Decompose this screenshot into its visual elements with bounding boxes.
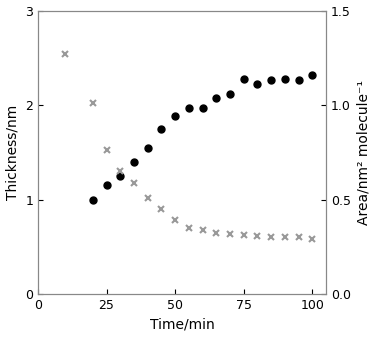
Y-axis label: Area/nm² molecule⁻¹: Area/nm² molecule⁻¹ xyxy=(356,80,370,225)
X-axis label: Time/min: Time/min xyxy=(150,317,214,332)
Y-axis label: Thickness/nm: Thickness/nm xyxy=(6,105,20,200)
